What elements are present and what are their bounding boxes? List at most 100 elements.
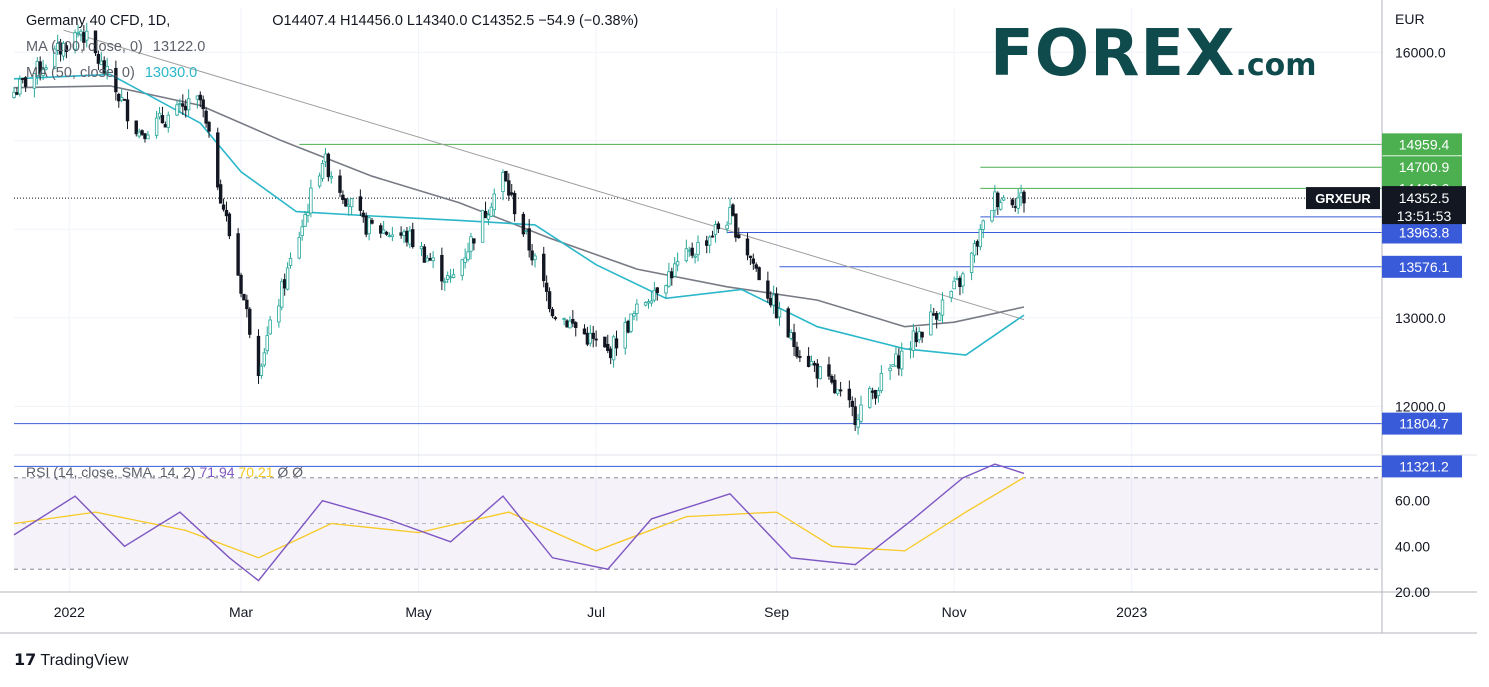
candle[interactable]	[1010, 199, 1015, 206]
candle[interactable]	[323, 153, 328, 163]
candle[interactable]	[961, 273, 965, 287]
candle[interactable]	[195, 95, 200, 100]
candle[interactable]	[544, 282, 549, 292]
candle[interactable]	[876, 390, 881, 397]
candle[interactable]	[399, 232, 403, 236]
candle[interactable]	[527, 228, 531, 251]
candle[interactable]	[999, 202, 1003, 210]
candle[interactable]	[387, 235, 392, 238]
candle[interactable]	[623, 322, 627, 349]
candle[interactable]	[972, 243, 977, 256]
candle[interactable]	[713, 224, 718, 235]
candle[interactable]	[285, 267, 290, 290]
candle[interactable]	[122, 98, 127, 101]
candle[interactable]	[728, 206, 732, 225]
candle[interactable]	[85, 30, 89, 41]
candle[interactable]	[632, 313, 636, 317]
candle[interactable]	[259, 365, 264, 376]
candle[interactable]	[673, 263, 677, 277]
candle[interactable]	[119, 97, 124, 101]
candle[interactable]	[486, 214, 491, 220]
candle[interactable]	[12, 91, 16, 98]
candle[interactable]	[996, 192, 1000, 208]
candle[interactable]	[888, 367, 892, 372]
candle[interactable]	[175, 104, 179, 116]
candle[interactable]	[585, 332, 590, 345]
candle[interactable]	[795, 346, 799, 357]
candle[interactable]	[198, 94, 202, 101]
candle[interactable]	[236, 233, 240, 276]
candle[interactable]	[381, 229, 386, 234]
candle[interactable]	[827, 364, 831, 377]
candle[interactable]	[574, 322, 578, 328]
candle[interactable]	[553, 317, 558, 320]
candle[interactable]	[448, 276, 453, 279]
candle[interactable]	[326, 153, 331, 178]
candle[interactable]	[766, 280, 770, 299]
candle[interactable]	[32, 73, 37, 89]
candle[interactable]	[140, 130, 144, 135]
candle[interactable]	[425, 257, 430, 262]
candle[interactable]	[568, 320, 572, 329]
candle[interactable]	[652, 289, 657, 301]
candle[interactable]	[582, 328, 587, 335]
candle[interactable]	[288, 258, 293, 266]
candle[interactable]	[364, 215, 368, 235]
candle[interactable]	[216, 132, 220, 188]
candle[interactable]	[137, 131, 141, 137]
candle[interactable]	[480, 209, 485, 243]
candle[interactable]	[76, 32, 80, 35]
candle[interactable]	[606, 343, 610, 351]
candle[interactable]	[163, 124, 168, 128]
candle[interactable]	[201, 99, 205, 110]
candle[interactable]	[859, 404, 863, 422]
candle[interactable]	[774, 293, 779, 319]
candle[interactable]	[833, 379, 837, 394]
candle[interactable]	[268, 319, 272, 335]
candle[interactable]	[262, 352, 267, 366]
candle[interactable]	[952, 280, 956, 290]
candle[interactable]	[853, 406, 857, 426]
candle[interactable]	[1016, 197, 1020, 209]
candle[interactable]	[451, 274, 456, 278]
candle[interactable]	[405, 230, 409, 243]
candle[interactable]	[594, 338, 598, 341]
candle[interactable]	[422, 246, 427, 263]
candle[interactable]	[806, 355, 811, 367]
candle[interactable]	[920, 331, 924, 338]
candle[interactable]	[542, 253, 546, 282]
candle[interactable]	[530, 250, 534, 261]
candle[interactable]	[777, 308, 782, 318]
candle[interactable]	[818, 366, 822, 379]
candle[interactable]	[908, 347, 913, 350]
candle[interactable]	[507, 180, 511, 196]
candle[interactable]	[830, 376, 834, 383]
candle[interactable]	[367, 217, 371, 235]
candle[interactable]	[297, 236, 301, 259]
candle[interactable]	[533, 255, 537, 261]
candle[interactable]	[611, 336, 616, 361]
candle[interactable]	[716, 223, 721, 230]
candle[interactable]	[603, 336, 607, 348]
candle[interactable]	[79, 30, 83, 35]
candle[interactable]	[751, 258, 756, 264]
candle[interactable]	[184, 105, 188, 111]
candle[interactable]	[320, 163, 325, 179]
candle[interactable]	[344, 198, 348, 207]
candle[interactable]	[754, 264, 758, 269]
candle[interactable]	[186, 98, 191, 111]
candle[interactable]	[501, 172, 505, 192]
candle[interactable]	[914, 332, 918, 343]
candle[interactable]	[44, 67, 48, 70]
candle[interactable]	[934, 312, 939, 320]
candle[interactable]	[239, 274, 243, 294]
candle[interactable]	[710, 235, 715, 238]
candle[interactable]	[731, 204, 735, 216]
candle[interactable]	[664, 285, 668, 294]
candle[interactable]	[836, 389, 840, 394]
candle[interactable]	[687, 249, 691, 252]
candle[interactable]	[317, 175, 322, 187]
candle[interactable]	[146, 134, 150, 140]
candle[interactable]	[1022, 191, 1026, 204]
candle[interactable]	[105, 65, 109, 75]
